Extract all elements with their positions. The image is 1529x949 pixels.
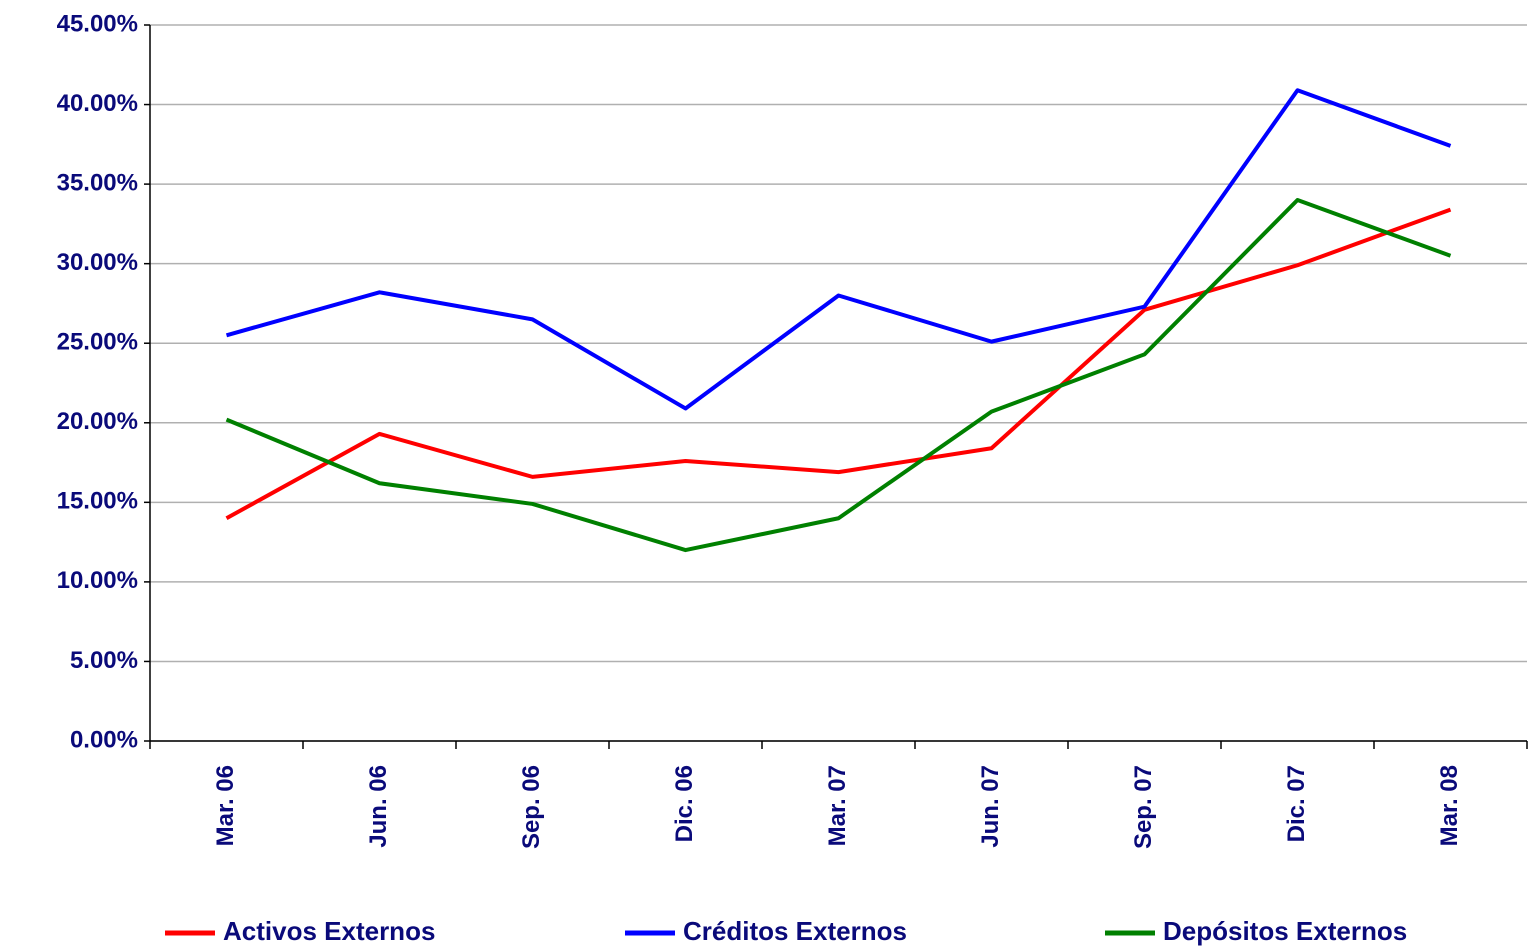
series-line: [225, 207, 1452, 520]
x-tick-label: Mar. 08: [1436, 765, 1463, 846]
legend-label: Depósitos Externos: [1163, 916, 1407, 946]
series-line: [225, 88, 1452, 411]
y-tick-label: 35.00%: [57, 169, 138, 196]
x-tick-label: Mar. 06: [212, 765, 239, 846]
y-tick-label: 15.00%: [57, 488, 138, 515]
x-tick-label: Dic. 07: [1283, 765, 1310, 842]
x-tick-label: Dic. 06: [671, 765, 698, 842]
x-tick-label: Jun. 07: [977, 765, 1004, 848]
x-tick-label: Mar. 07: [824, 765, 851, 846]
x-tick-label: Sep. 06: [518, 765, 545, 849]
y-tick-label: 25.00%: [57, 329, 138, 356]
x-tick-label: Sep. 07: [1130, 765, 1157, 849]
y-tick-label: 10.00%: [57, 567, 138, 594]
legend-label: Activos Externos: [223, 916, 435, 946]
y-tick-label: 0.00%: [70, 726, 138, 753]
x-tick-label: Jun. 06: [365, 765, 392, 848]
y-tick-label: 5.00%: [70, 647, 138, 674]
y-tick-label: 45.00%: [57, 10, 138, 37]
legend-label: Créditos Externos: [683, 916, 907, 946]
series-line: [225, 198, 1452, 553]
y-tick-label: 30.00%: [57, 249, 138, 276]
y-tick-label: 40.00%: [57, 90, 138, 117]
y-tick-label: 20.00%: [57, 408, 138, 435]
